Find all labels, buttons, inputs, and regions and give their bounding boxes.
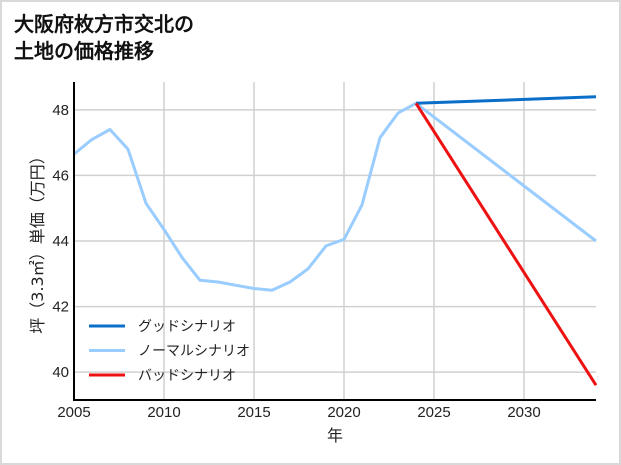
legend-label-2: バッドシナリオ: [138, 368, 236, 384]
y-tick-label: 44: [52, 233, 69, 250]
x-axis-label: 年: [327, 426, 343, 445]
legend-label-0: グッドシナリオ: [138, 319, 236, 335]
y-tick-label: 42: [52, 299, 69, 316]
data-series: [73, 95, 598, 387]
legend-label-1: ノーマルシナリオ: [138, 344, 250, 360]
chart-title-line-1: 大阪府枚方市交北の: [14, 12, 194, 36]
x-tick-label: 2005: [57, 404, 90, 421]
y-tick-label: 48: [52, 102, 69, 119]
y-axis-ticks: 40 42 44 46 48: [52, 102, 69, 381]
x-tick-label: 2020: [327, 404, 360, 421]
x-tick-label: 2025: [417, 404, 450, 421]
y-tick-label: 46: [52, 167, 69, 184]
series-line-2: [414, 102, 598, 387]
series-line-0: [415, 95, 597, 105]
chart-title: 大阪府枚方市交北の 土地の価格推移: [14, 11, 194, 65]
x-axis-ticks: 2005 2010 2015 2020 2025 2030: [57, 404, 540, 421]
axes: [73, 82, 596, 401]
x-tick-label: 2030: [507, 404, 540, 421]
x-tick-label: 2010: [147, 404, 180, 421]
series-line-1: [73, 101, 597, 292]
y-axis-label: 坪（3.3㎡）単価（万円）: [28, 148, 47, 333]
y-tick-label: 40: [52, 364, 69, 381]
chart-title-line-2: 土地の価格推移: [14, 39, 154, 63]
x-tick-label: 2015: [237, 404, 270, 421]
